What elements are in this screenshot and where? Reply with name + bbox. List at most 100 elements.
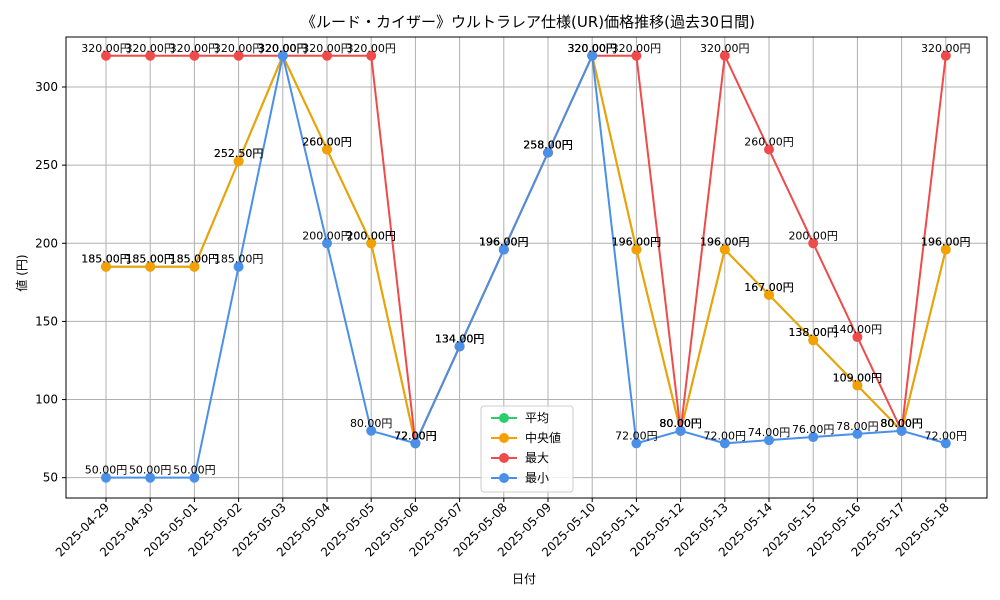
- data-point: [233, 50, 244, 61]
- data-point: [719, 244, 730, 255]
- data-point: [101, 261, 111, 272]
- data-point: [940, 244, 951, 255]
- y-tick-label: 100: [35, 393, 58, 407]
- data-label: 200.00円: [302, 229, 352, 242]
- data-label: 134.00円: [435, 332, 485, 345]
- data-label: 72.00円: [615, 429, 658, 442]
- data-label: 320.00円: [258, 42, 308, 55]
- data-point: [145, 50, 156, 61]
- data-label: 320.00円: [567, 42, 617, 55]
- data-point: [233, 261, 244, 272]
- data-point: [277, 50, 288, 61]
- data-label: 320.00円: [700, 42, 750, 55]
- chart-title: 《ルード・カイザー》ウルトラレア仕様(UR)価格推移(過去30日間): [301, 13, 755, 31]
- data-point: [940, 50, 951, 61]
- y-tick-label: 50: [43, 471, 58, 485]
- data-label: 134.00円: [435, 332, 485, 345]
- data-label: 80.00円: [659, 417, 702, 430]
- data-point: [145, 472, 156, 483]
- data-label: 72.00円: [394, 429, 437, 442]
- data-label: 138.00円: [788, 326, 838, 339]
- data-point: [322, 144, 332, 155]
- data-label: 185.00円: [170, 253, 220, 266]
- data-label: 80.00円: [659, 417, 702, 430]
- data-point: [764, 435, 774, 446]
- legend-label: 最小: [525, 471, 549, 485]
- data-label: 196.00円: [612, 236, 662, 249]
- legend-marker: [499, 453, 509, 463]
- data-label: 196.00円: [700, 236, 750, 249]
- data-point: [852, 332, 863, 343]
- data-point: [189, 261, 200, 272]
- data-label: 185.00円: [125, 253, 175, 266]
- data-label: 196.00円: [479, 236, 529, 249]
- data-point: [852, 380, 863, 391]
- data-label: 320.00円: [258, 42, 308, 55]
- data-point: [808, 432, 819, 443]
- data-label: 320.00円: [612, 42, 662, 55]
- legend-marker: [499, 433, 509, 443]
- data-label: 320.00円: [567, 42, 617, 55]
- data-label-layer: 185.00円185.00円185.00円252.50円320.00円260.0…: [81, 42, 970, 477]
- data-label: 72.00円: [394, 429, 437, 442]
- grid-layer: [66, 37, 987, 498]
- data-label: 320.00円: [125, 42, 175, 55]
- y-tick-label: 300: [35, 80, 58, 94]
- data-point: [587, 50, 598, 61]
- data-label: 252.50円: [214, 147, 264, 160]
- data-label: 196.00円: [612, 236, 662, 249]
- data-label: 320.00円: [258, 42, 308, 55]
- data-label: 196.00円: [921, 236, 971, 249]
- data-point: [145, 261, 156, 272]
- data-label: 134.00円: [435, 332, 485, 345]
- data-label: 109.00円: [833, 371, 883, 384]
- data-point: [189, 50, 200, 61]
- data-point: [498, 244, 509, 255]
- data-label: 74.00円: [748, 426, 791, 439]
- data-label: 80.00円: [880, 417, 923, 430]
- data-label: 78.00円: [836, 420, 879, 433]
- data-label: 109.00円: [833, 371, 883, 384]
- data-label: 80.00円: [880, 417, 923, 430]
- data-point: [101, 472, 111, 483]
- data-label: 258.00円: [523, 139, 573, 152]
- data-label: 80.00円: [659, 417, 702, 430]
- data-point: [454, 341, 465, 352]
- data-label: 260.00円: [302, 136, 352, 149]
- legend-box: [480, 405, 574, 493]
- data-label: 50.00円: [85, 464, 128, 477]
- data-label: 185.00円: [214, 253, 264, 266]
- data-point: [101, 50, 111, 61]
- data-label: 185.00円: [170, 253, 220, 266]
- data-label: 185.00円: [125, 253, 175, 266]
- data-point: [808, 238, 819, 249]
- data-label: 80.00円: [659, 417, 702, 430]
- series-line: [106, 52, 947, 447]
- plot-frame: [65, 36, 988, 499]
- data-point: [322, 238, 332, 249]
- data-label: 80.00円: [880, 417, 923, 430]
- legend-marker: [499, 413, 509, 423]
- data-label: 76.00円: [792, 423, 835, 436]
- data-label: 167.00円: [744, 281, 794, 294]
- data-label: 260.00円: [744, 136, 794, 149]
- data-label: 50.00円: [129, 464, 172, 477]
- y-tick-label: 200: [35, 236, 58, 250]
- data-point: [366, 238, 377, 249]
- data-point: [896, 425, 907, 436]
- legend-marker: [499, 473, 509, 483]
- data-label: 320.00円: [567, 42, 617, 55]
- data-label: 258.00円: [523, 139, 573, 152]
- data-label: 200.00円: [346, 229, 396, 242]
- data-label: 196.00円: [700, 236, 750, 249]
- data-label: 196.00円: [479, 236, 529, 249]
- data-point: [410, 438, 421, 449]
- data-label: 320.00円: [921, 42, 971, 55]
- data-point: [322, 50, 332, 61]
- data-label: 320.00円: [346, 42, 396, 55]
- data-point: [940, 438, 951, 449]
- data-point: [543, 147, 553, 158]
- legend-label: 最大: [525, 451, 549, 465]
